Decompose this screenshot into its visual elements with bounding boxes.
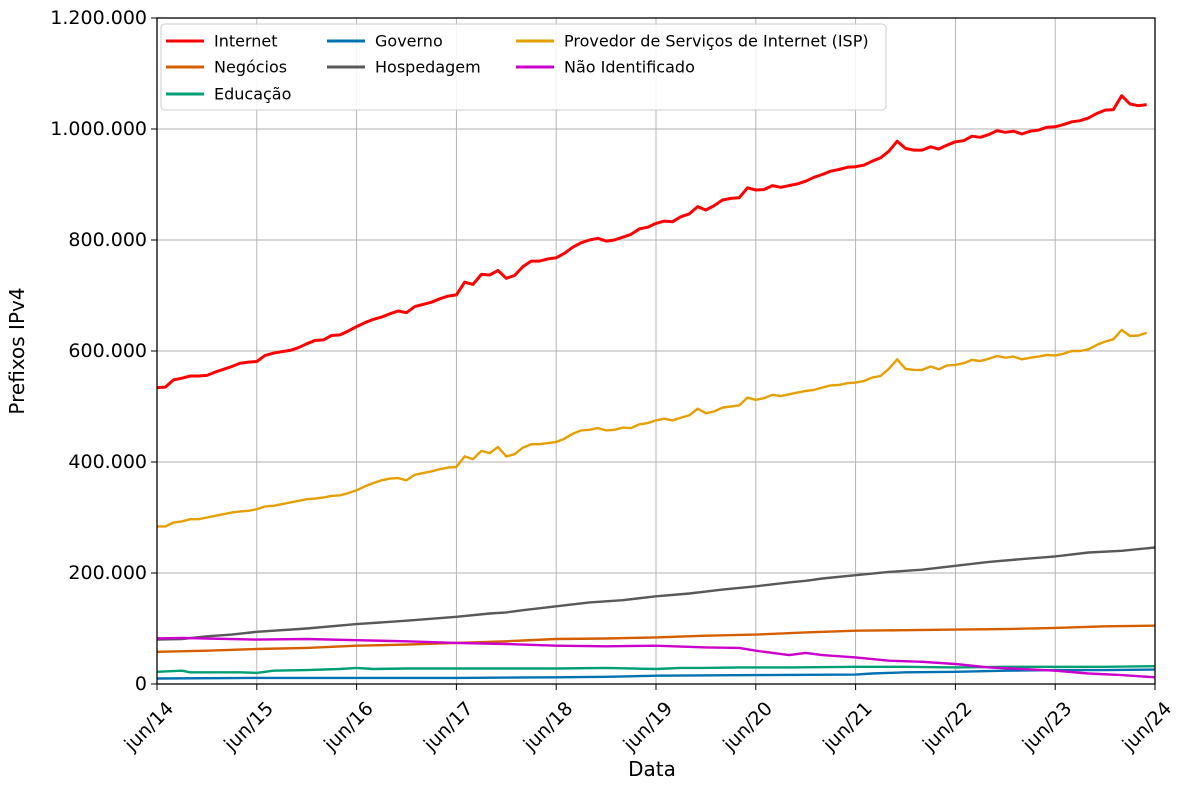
legend: Internet Negócios Educação Governo Hospedage… — [160, 23, 887, 111]
x-tick-label: jun/14 — [119, 698, 178, 757]
series-line-hospedagem — [156, 546, 1156, 641]
series-line-negocios — [156, 624, 1156, 653]
x-axis-title: Data — [628, 757, 676, 781]
y-tick-label: 400.000 — [68, 451, 147, 473]
series-line-educacao — [156, 665, 1156, 675]
legend-item: Internet — [166, 32, 278, 51]
legend-label: Não Identificado — [564, 58, 695, 77]
legend-label: Hospedagem — [375, 58, 481, 77]
x-axis: jun/14 jun/15 jun/16 jun/17 jun/18 jun/19 jun/… — [119, 684, 1176, 756]
legend-label: Educação — [214, 85, 291, 104]
y-axis: 0 200.000 400.000 600.000 800.000 1.000.000 1.… — [50, 7, 157, 695]
y-tick-label: 1.200.000 — [50, 7, 147, 29]
legend-item: Hospedagem — [327, 58, 481, 77]
x-tick-label: jun/18 — [519, 698, 578, 757]
y-axis-title: Prefixos IPv4 — [5, 287, 29, 414]
y-tick-label: 600.000 — [68, 340, 147, 362]
series-lines — [156, 94, 1156, 680]
legend-label: Governo — [375, 32, 443, 51]
legend-label: Negócios — [214, 58, 287, 77]
x-tick-label: jun/19 — [618, 698, 677, 757]
series-line-provedor-de-servicos-de-internet-isp — [157, 328, 1148, 528]
legend-item: Negócios — [166, 58, 287, 77]
y-tick-label: 0 — [135, 673, 147, 695]
series-line-nao-identificado — [156, 636, 1156, 679]
x-tick-label: jun/22 — [918, 698, 977, 757]
x-tick-label: jun/20 — [718, 698, 777, 757]
x-tick-label: jun/17 — [419, 698, 478, 757]
series-line-internet — [156, 94, 1147, 390]
y-tick-label: 1.000.000 — [50, 118, 147, 140]
x-tick-label: jun/24 — [1117, 698, 1176, 757]
y-tick-label: 800.000 — [68, 229, 147, 251]
x-tick-label: jun/23 — [1018, 698, 1077, 757]
x-tick-label: jun/15 — [219, 698, 278, 757]
legend-item: Não Identificado — [516, 58, 695, 77]
legend-label: Provedor de Serviços de Internet (ISP) — [564, 32, 869, 51]
y-tick-label: 200.000 — [68, 562, 147, 584]
legend-item: Provedor de Serviços de Internet (ISP) — [516, 32, 869, 51]
legend-label: Internet — [214, 32, 278, 51]
legend-item: Educação — [166, 85, 291, 104]
x-tick-label: jun/21 — [818, 698, 877, 757]
legend-item: Governo — [327, 32, 443, 51]
grid-lines — [156, 17, 1156, 685]
x-tick-label: jun/16 — [319, 698, 378, 757]
